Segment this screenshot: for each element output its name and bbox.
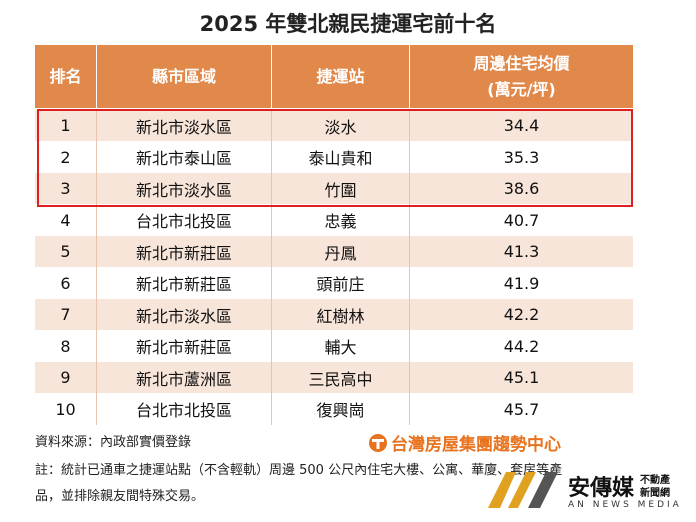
table-cell: 新北市蘆洲區 (97, 362, 272, 394)
row-bg (35, 236, 633, 268)
table-cell: 新北市泰山區 (97, 141, 272, 173)
table: 排名 縣市區域 捷運站 周邊住宅均價 (萬元/坪) 1 新北市淡水區 淡水 34.4 2 新北市泰山… (35, 45, 633, 425)
table-cell: 新北市淡水區 (97, 299, 272, 331)
table-cell: 新北市淡水區 (97, 173, 272, 205)
header-text: (萬元/坪) (487, 79, 556, 99)
media-name: 安傳媒 (568, 476, 635, 501)
table-cell: 台北市北投區 (97, 204, 272, 236)
table-cell: 輔大 (272, 330, 410, 362)
note-line: 品，並排除親友間特殊交易。 (35, 489, 205, 504)
table-cell: 7 (35, 299, 97, 331)
highlight-box (37, 109, 633, 207)
table-cell: 8 (35, 330, 97, 362)
table-cell: 6 (35, 267, 97, 299)
table-cell: 頭前庄 (272, 267, 410, 299)
logo-text: 台灣房屋集團趨勢中心 (391, 435, 561, 455)
title: 2025 年雙北親民捷運宅前十名 (199, 12, 497, 36)
row-bg (35, 110, 633, 142)
row-bg (35, 173, 633, 205)
table-cell: 10 (35, 393, 97, 425)
logo: 台灣房屋集團趨勢中心 (368, 430, 561, 455)
table-cell: 紅樹林 (272, 299, 410, 331)
table-cell: 45.1 (503, 368, 540, 388)
table-cell: 44.2 (503, 336, 540, 356)
table-cell: 三民高中 (272, 362, 410, 394)
row-bg (35, 267, 633, 299)
table-cell: 9 (35, 362, 97, 394)
row-bg (35, 299, 633, 331)
table-cell: 1 (35, 110, 97, 142)
header-text: 周邊住宅均價 (473, 53, 570, 73)
header-cell: 排名 (35, 45, 97, 108)
table-cell: 35.3 (503, 147, 540, 167)
table-cell: 新北市新莊區 (97, 236, 272, 268)
row-bg (35, 141, 633, 173)
table-cell: 復興崗 (272, 393, 410, 425)
table-cell: 丹鳳 (272, 236, 410, 268)
table-cell: 34.4 (503, 116, 540, 136)
table-cell: 45.7 (503, 399, 540, 419)
header-cell: 周邊住宅均價 (萬元/坪) (410, 45, 633, 108)
table-cell: 40.7 (503, 210, 540, 230)
media-tag: 不動產 (640, 475, 670, 486)
table-cell: 泰山貴和 (272, 141, 410, 173)
table-cell: 竹圍 (272, 173, 410, 205)
media-logo: 安傳媒 不動產 新聞網 AN NEWS MEDIA (488, 466, 688, 516)
row-bg (35, 204, 633, 236)
media-tag: 新聞網 (640, 488, 670, 499)
header-cell: 縣市區域 (97, 45, 272, 108)
table-cell: 42.2 (503, 305, 540, 325)
table-cell: 新北市新莊區 (97, 330, 272, 362)
table-cell: 2 (35, 141, 97, 173)
table-cell: 忠義 (272, 204, 410, 236)
header-cell: 捷運站 (272, 45, 410, 108)
table-cell: 41.3 (503, 242, 540, 262)
logo-icon (369, 433, 387, 452)
table-cell: 5 (35, 236, 97, 268)
table-cell: 台北市北投區 (97, 393, 272, 425)
table-cell: 38.6 (503, 179, 540, 199)
row-bg (35, 393, 633, 425)
media-en: AN NEWS MEDIA (568, 500, 682, 510)
row-bg (35, 362, 633, 394)
media-icon (488, 472, 558, 508)
note-line: 註：統計已通車之捷運站點（不含輕軌）周邊 500 公尺內住宅大樓、公寓、華廈、套… (35, 463, 563, 478)
table-cell: 新北市淡水區 (97, 110, 272, 142)
row-bg (35, 330, 633, 362)
table-cell: 3 (35, 173, 97, 205)
table-cell: 4 (35, 204, 97, 236)
source: 資料來源：內政部實價登錄 (35, 435, 192, 450)
header-bg (35, 45, 633, 108)
table-cell: 淡水 (272, 110, 410, 142)
table-cell: 41.9 (503, 273, 540, 293)
table-cell: 新北市新莊區 (97, 267, 272, 299)
